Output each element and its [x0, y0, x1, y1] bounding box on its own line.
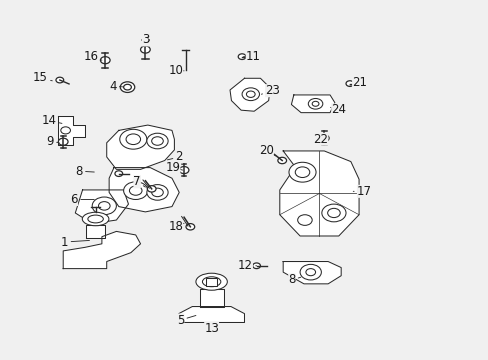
- Polygon shape: [86, 225, 105, 238]
- Circle shape: [123, 84, 131, 90]
- Circle shape: [151, 137, 163, 145]
- Circle shape: [61, 127, 70, 134]
- Polygon shape: [229, 78, 269, 111]
- Circle shape: [129, 186, 142, 195]
- Text: 12: 12: [238, 259, 256, 272]
- Circle shape: [98, 202, 110, 210]
- Circle shape: [146, 185, 168, 200]
- Text: 5: 5: [177, 314, 196, 327]
- Text: 16: 16: [83, 50, 102, 63]
- Circle shape: [308, 99, 322, 109]
- Text: 3: 3: [142, 33, 149, 47]
- Text: 9: 9: [46, 135, 59, 148]
- Circle shape: [151, 188, 163, 197]
- Circle shape: [346, 81, 353, 86]
- Circle shape: [242, 88, 259, 100]
- Circle shape: [305, 269, 315, 276]
- Circle shape: [327, 208, 340, 217]
- Polygon shape: [75, 190, 128, 224]
- Text: 10: 10: [168, 64, 183, 77]
- Polygon shape: [199, 289, 223, 306]
- Polygon shape: [279, 151, 358, 236]
- Polygon shape: [109, 168, 179, 212]
- Circle shape: [297, 215, 311, 225]
- Text: 24: 24: [330, 103, 346, 116]
- Text: 22: 22: [313, 133, 328, 146]
- Circle shape: [147, 186, 156, 192]
- Text: 2: 2: [167, 150, 183, 163]
- Ellipse shape: [88, 215, 103, 223]
- Circle shape: [311, 101, 318, 106]
- Text: 18: 18: [168, 220, 183, 233]
- Circle shape: [56, 77, 63, 83]
- Circle shape: [238, 54, 245, 59]
- Text: 21: 21: [349, 76, 366, 89]
- Circle shape: [120, 82, 135, 93]
- Polygon shape: [63, 231, 140, 269]
- Circle shape: [277, 157, 286, 164]
- Circle shape: [92, 197, 116, 215]
- Text: 15: 15: [33, 71, 52, 85]
- Text: 13: 13: [204, 321, 219, 335]
- Text: 20: 20: [258, 144, 275, 157]
- Text: 6: 6: [70, 193, 94, 206]
- Text: 1: 1: [61, 235, 89, 248]
- Text: 19: 19: [165, 161, 182, 174]
- Circle shape: [58, 138, 68, 145]
- Polygon shape: [291, 95, 334, 113]
- Text: 8: 8: [75, 165, 94, 177]
- Ellipse shape: [196, 273, 227, 290]
- Ellipse shape: [82, 212, 109, 226]
- Circle shape: [252, 263, 260, 269]
- Text: 4: 4: [109, 80, 123, 93]
- Circle shape: [140, 46, 150, 53]
- Text: 8: 8: [287, 274, 300, 287]
- Circle shape: [123, 182, 147, 199]
- Bar: [205, 278, 217, 286]
- Circle shape: [100, 57, 110, 64]
- Text: 7: 7: [133, 175, 145, 188]
- Polygon shape: [106, 125, 174, 169]
- Circle shape: [295, 167, 309, 177]
- Circle shape: [146, 133, 168, 149]
- Polygon shape: [58, 116, 85, 145]
- Polygon shape: [179, 306, 244, 323]
- Circle shape: [120, 129, 146, 149]
- Ellipse shape: [202, 277, 221, 287]
- Text: 11: 11: [243, 50, 260, 63]
- Circle shape: [321, 204, 346, 222]
- Polygon shape: [283, 261, 341, 284]
- Circle shape: [246, 91, 255, 98]
- Circle shape: [126, 134, 140, 145]
- Circle shape: [185, 224, 194, 230]
- Circle shape: [300, 264, 321, 280]
- Circle shape: [115, 171, 122, 176]
- Text: 14: 14: [41, 114, 62, 127]
- Circle shape: [319, 135, 328, 142]
- Circle shape: [179, 167, 188, 174]
- Text: 17: 17: [352, 185, 371, 198]
- Circle shape: [288, 162, 315, 182]
- Text: 23: 23: [261, 84, 280, 97]
